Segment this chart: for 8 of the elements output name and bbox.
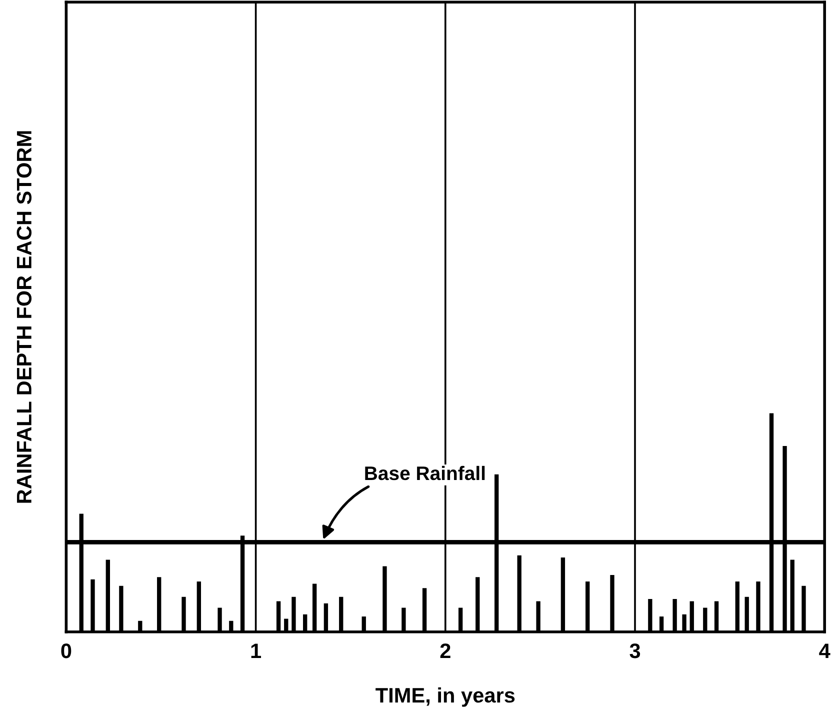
x-tick-label: 2 [440, 644, 450, 658]
y-axis-title: RAINFALL DEPTH FOR EACH STORM [16, 131, 32, 503]
x-tick-label: 3 [630, 644, 640, 658]
x-tick-label: 1 [251, 644, 262, 658]
x-tick-label: 0 [61, 644, 72, 658]
x-tick-label: 4 [819, 644, 830, 658]
ref-line-label: Base Rainfall [365, 466, 485, 480]
x-axis-title: TIME, in years [376, 687, 515, 707]
